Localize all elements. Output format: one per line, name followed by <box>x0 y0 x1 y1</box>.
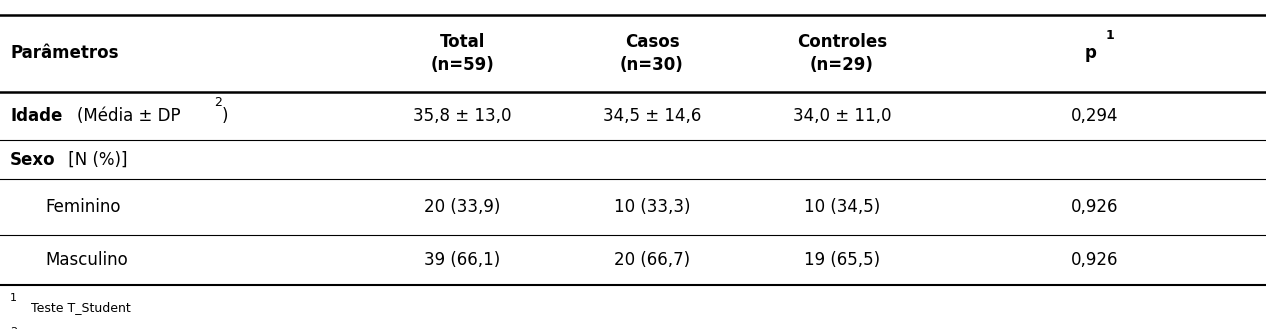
Text: 34,0 ± 11,0: 34,0 ± 11,0 <box>793 107 891 125</box>
Text: 0,926: 0,926 <box>1071 198 1119 216</box>
Text: 0,294: 0,294 <box>1071 107 1119 125</box>
Text: 34,5 ± 14,6: 34,5 ± 14,6 <box>603 107 701 125</box>
Text: 20 (33,9): 20 (33,9) <box>424 198 500 216</box>
Text: Masculino: Masculino <box>46 251 128 269</box>
Text: Idade: Idade <box>10 107 62 125</box>
Text: p: p <box>1085 44 1096 63</box>
Text: 10 (33,3): 10 (33,3) <box>614 198 690 216</box>
Text: 2: 2 <box>10 327 18 329</box>
Text: 2: 2 <box>214 96 222 109</box>
Text: 1: 1 <box>1105 29 1114 42</box>
Text: Sexo: Sexo <box>10 151 56 168</box>
Text: Feminino: Feminino <box>46 198 122 216</box>
Text: (Média ± DP: (Média ± DP <box>77 107 181 125</box>
Text: Parâmetros: Parâmetros <box>10 44 119 63</box>
Text: ): ) <box>222 107 228 125</box>
Text: 20 (66,7): 20 (66,7) <box>614 251 690 269</box>
Text: 39 (66,1): 39 (66,1) <box>424 251 500 269</box>
Text: 10 (34,5): 10 (34,5) <box>804 198 880 216</box>
Text: Total
(n=59): Total (n=59) <box>430 33 494 74</box>
Text: 35,8 ± 13,0: 35,8 ± 13,0 <box>413 107 511 125</box>
Text: Controles
(n=29): Controles (n=29) <box>796 33 887 74</box>
Text: 19 (65,5): 19 (65,5) <box>804 251 880 269</box>
Text: [N (%)]: [N (%)] <box>63 151 128 168</box>
Text: 0,926: 0,926 <box>1071 251 1119 269</box>
Text: Teste T_Student: Teste T_Student <box>27 301 130 314</box>
Text: Casos
(n=30): Casos (n=30) <box>620 33 684 74</box>
Text: 1: 1 <box>10 293 18 303</box>
